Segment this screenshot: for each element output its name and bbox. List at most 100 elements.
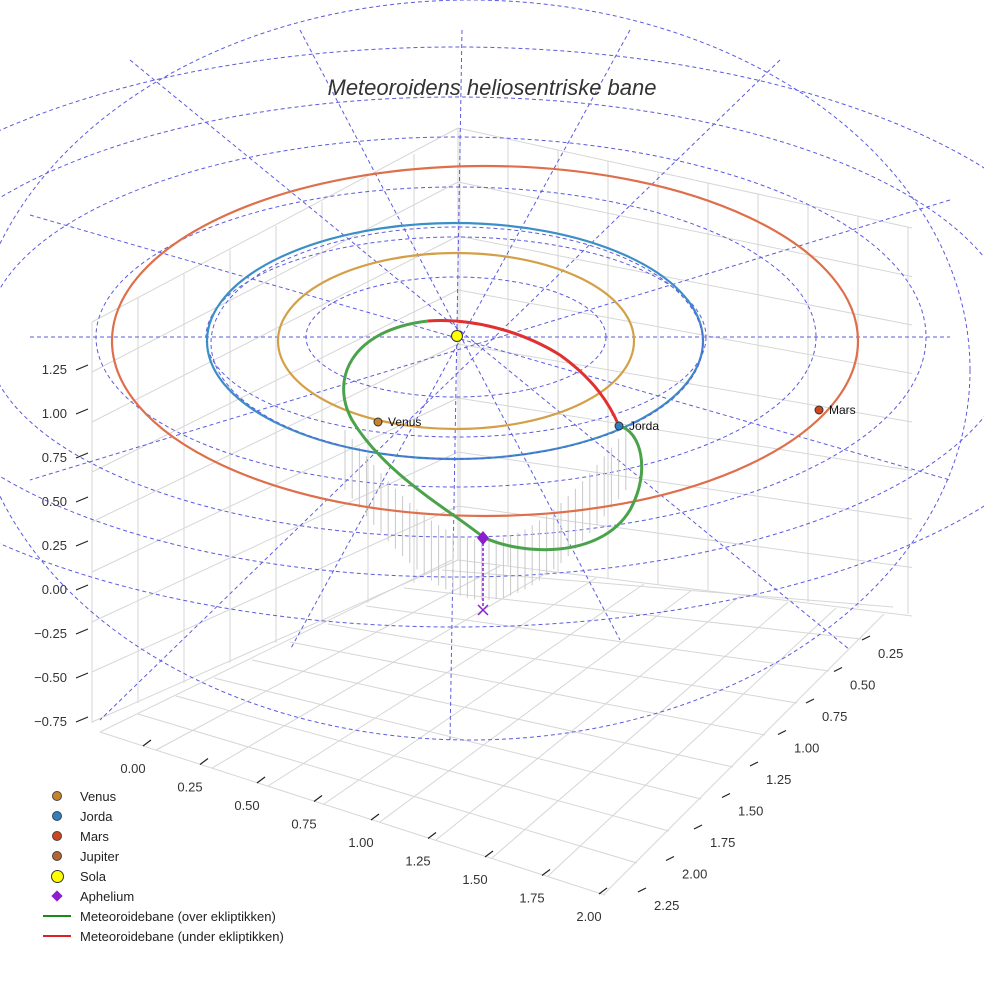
x-tick-label: 0.50: [234, 798, 259, 813]
sun-marker: [451, 330, 463, 342]
z-tick-mark: [75, 716, 89, 723]
grid-line: [457, 559, 913, 617]
legend-symbol: [40, 806, 74, 826]
meteoroid-orbit: [342, 319, 644, 552]
grid-line: [441, 569, 894, 608]
grid-line: [267, 577, 597, 787]
z-tick-label: −0.25: [34, 626, 67, 641]
y-tick-mark: [693, 824, 703, 830]
z-tick-mark: [75, 364, 89, 371]
polar-ring: [0, 46, 984, 628]
legend-label: Mars: [80, 828, 109, 844]
polar-spoke: [29, 214, 951, 481]
grid-line: [435, 595, 741, 841]
grid-line: [603, 613, 885, 895]
y-tick-mark: [805, 698, 815, 704]
x-tick-label: 1.75: [519, 891, 544, 906]
legend-label: Venus: [80, 788, 117, 804]
x-tick-label: 0.75: [291, 817, 316, 832]
x-tick-mark: [313, 795, 323, 802]
z-tick-label: 0.50: [42, 494, 67, 509]
x-tick-label: 1.00: [348, 835, 373, 850]
y-tick-label: 0.75: [822, 709, 847, 724]
x-tick-mark: [541, 869, 551, 876]
grid-line: [213, 677, 702, 800]
meteoroid-orbit-over: [342, 319, 644, 552]
y-tick-mark: [665, 855, 675, 862]
z-tick-mark: [75, 408, 89, 415]
grid-line: [457, 397, 913, 471]
legend-symbol: [40, 846, 74, 866]
z-tick-mark: [75, 672, 89, 679]
legend-item: Mars: [40, 826, 284, 846]
grid-line: [175, 695, 670, 832]
y-tick-label: 1.50: [738, 804, 763, 819]
chart-title: Meteoroidens heliosentriske bane: [328, 75, 657, 100]
x-tick-label: 0.00: [120, 761, 145, 776]
planet-orbits: [110, 164, 860, 518]
grid-line: [457, 127, 913, 229]
z-tick-label: 1.25: [42, 362, 67, 377]
legend-label: Jupiter: [80, 848, 120, 864]
grid-line: [91, 343, 459, 523]
y-tick-mark: [861, 635, 871, 641]
legend-item: Sola: [40, 866, 284, 886]
grid-line: [379, 589, 693, 823]
grid-line: [289, 641, 766, 736]
legend-symbol: [40, 906, 74, 926]
legend-symbol: [40, 926, 74, 946]
x-tick-label: 0.25: [177, 780, 202, 795]
z-tick-label: 0.00: [42, 582, 67, 597]
orbit-venus: [276, 251, 636, 431]
y-tick-mark: [777, 729, 787, 736]
aphelion-projection-marker: [477, 604, 489, 616]
legend-label: Jorda: [80, 808, 113, 824]
y-tick-mark: [721, 792, 731, 799]
planet-mars: [814, 405, 824, 415]
legend-item: Meteoroidebane (over ekliptikken): [40, 906, 284, 926]
y-tick-label: 1.75: [710, 835, 735, 850]
legend-label: Aphelium: [80, 888, 135, 904]
legend-label: Meteoroidebane (over ekliptikken): [80, 908, 276, 924]
x-tick-label: 1.50: [462, 872, 487, 887]
grid-line: [155, 565, 501, 751]
y-tick-label: 1.25: [766, 772, 791, 787]
z-tick-label: 0.75: [42, 450, 67, 465]
markers: Venus Jorda Mars: [373, 330, 856, 616]
planet-label-venus: Venus: [388, 415, 421, 429]
planet-label-jorda: Jorda: [629, 419, 659, 433]
legend-symbol: [40, 866, 74, 886]
x-tick-mark: [199, 758, 209, 765]
y-tick-label: 0.25: [878, 646, 903, 661]
y-tick-mark: [637, 887, 647, 893]
y-tick-label: 2.25: [654, 898, 679, 913]
polar-spoke: [449, 29, 463, 741]
grid-line: [491, 601, 789, 859]
legend-symbol: [40, 886, 74, 906]
grid-line: [457, 289, 913, 374]
grid-line: [457, 505, 913, 568]
orbit-mars: [110, 164, 860, 518]
grid-line: [323, 583, 645, 805]
grid-line: [457, 451, 913, 520]
polar-grid: [0, 0, 984, 741]
legend-item: Jupiter: [40, 846, 284, 866]
legend-item: Jorda: [40, 806, 284, 826]
axis-ticks: 1.25 1.00 0.75 0.50 0.25 0.00 −0.25 −0.50 −0.75 0…: [34, 362, 903, 924]
legend-label: Sola: [80, 868, 107, 884]
legend-item: Aphelium: [40, 886, 284, 906]
x-tick-label: 2.00: [576, 909, 601, 924]
grid-line: [99, 559, 453, 733]
grid-line: [91, 235, 459, 423]
z-tick-mark: [75, 584, 89, 591]
legend: Venus Jorda Mars Jupiter Sola Aphelium Meteoro…: [40, 786, 284, 946]
grid-line: [403, 587, 862, 640]
legend-symbol: [40, 786, 74, 806]
x-tick-mark: [142, 739, 152, 747]
grid-line: [327, 623, 798, 704]
grid-line: [457, 343, 913, 423]
grid-line: [99, 731, 606, 896]
z-tick-label: −0.75: [34, 714, 67, 729]
y-tick-label: 0.50: [850, 678, 875, 693]
